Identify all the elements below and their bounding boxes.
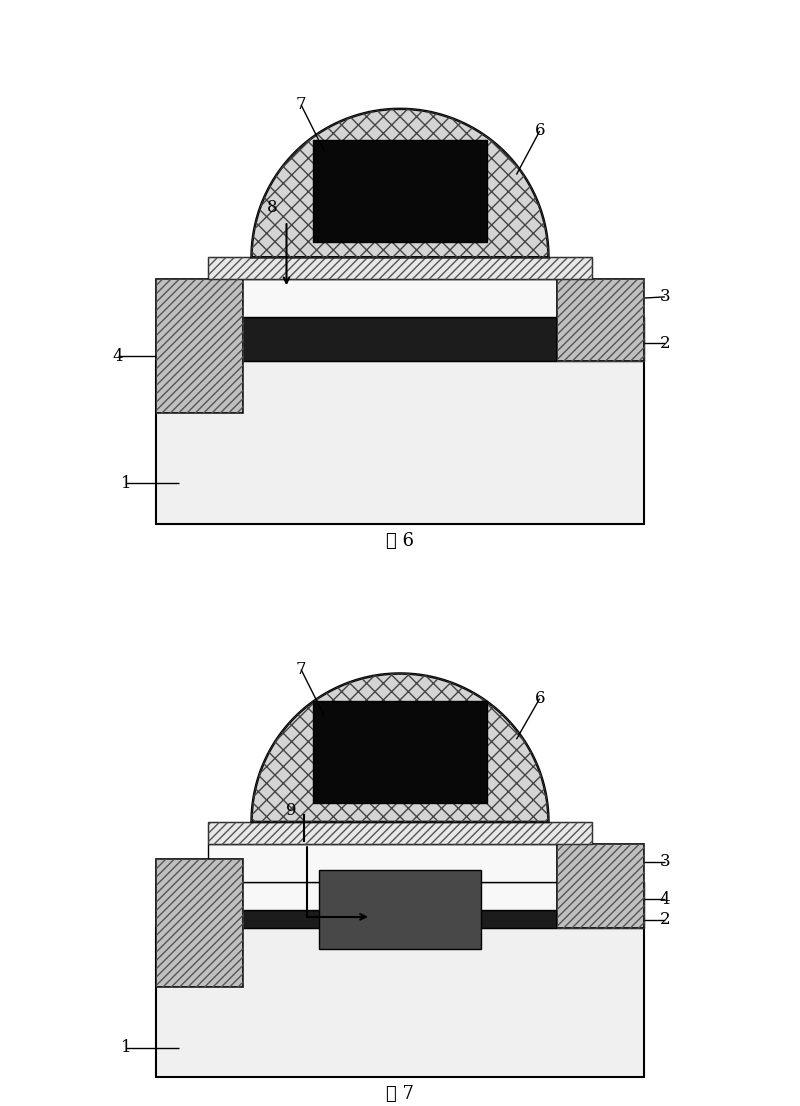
Bar xyxy=(155,361,645,524)
Text: 6: 6 xyxy=(534,123,545,139)
Text: 7: 7 xyxy=(296,661,306,678)
Bar xyxy=(155,858,243,987)
Bar xyxy=(208,822,592,844)
Text: 2: 2 xyxy=(659,911,670,928)
Bar xyxy=(155,317,645,361)
Text: 2: 2 xyxy=(659,335,670,352)
Bar xyxy=(155,881,645,910)
Bar xyxy=(208,844,592,881)
Bar xyxy=(318,870,482,949)
Bar xyxy=(313,139,487,241)
Bar xyxy=(557,280,645,361)
Bar xyxy=(208,258,592,280)
Bar xyxy=(557,844,645,928)
Text: 图 7: 图 7 xyxy=(386,1085,414,1103)
Bar xyxy=(313,701,487,803)
Bar xyxy=(208,822,592,844)
Bar xyxy=(557,280,645,361)
Bar xyxy=(557,844,645,928)
Text: 3: 3 xyxy=(659,289,670,305)
Text: 1: 1 xyxy=(121,1040,132,1056)
Bar xyxy=(155,280,243,414)
Text: 4: 4 xyxy=(659,890,670,908)
Bar xyxy=(155,280,243,414)
Text: 7: 7 xyxy=(296,96,306,113)
Bar xyxy=(155,928,645,1077)
Text: 6: 6 xyxy=(534,690,545,707)
Text: 9: 9 xyxy=(286,802,297,818)
Bar xyxy=(155,858,243,987)
Text: 4: 4 xyxy=(112,347,123,365)
Polygon shape xyxy=(251,108,549,258)
Polygon shape xyxy=(251,674,549,822)
Text: 1: 1 xyxy=(121,474,132,492)
Text: 图 6: 图 6 xyxy=(386,532,414,550)
Text: 3: 3 xyxy=(659,853,670,870)
Bar xyxy=(208,258,592,280)
Text: 8: 8 xyxy=(267,199,278,217)
Bar xyxy=(208,280,592,317)
Bar xyxy=(155,910,645,928)
